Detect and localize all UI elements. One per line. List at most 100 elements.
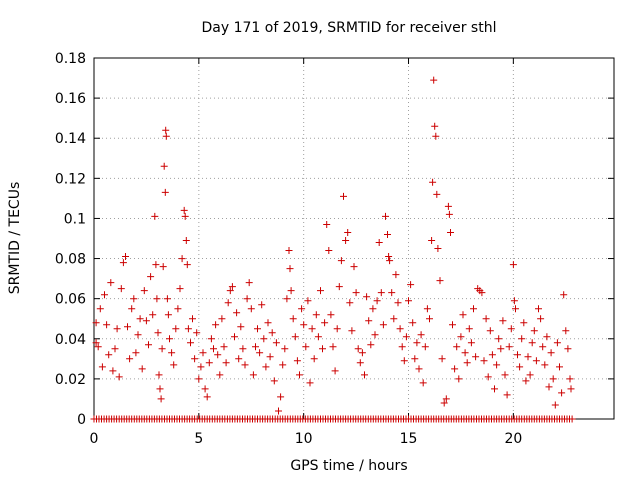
data-point <box>564 345 572 353</box>
data-point <box>463 359 471 367</box>
data-point <box>138 365 146 373</box>
data-point <box>369 305 377 313</box>
data-point <box>199 349 207 357</box>
data-point <box>543 333 551 341</box>
data-point <box>398 343 406 351</box>
data-point <box>472 353 480 361</box>
data-point <box>98 363 106 371</box>
data-point <box>567 385 575 393</box>
data-point <box>545 383 553 391</box>
data-point <box>182 237 190 244</box>
data-point <box>304 297 312 305</box>
data-point <box>262 363 270 371</box>
data-point <box>528 339 536 347</box>
data-point <box>430 76 438 84</box>
data-point <box>445 210 453 218</box>
data-point <box>109 367 117 375</box>
data-point <box>157 395 165 403</box>
data-point <box>107 279 115 287</box>
data-point <box>156 385 164 393</box>
data-point <box>147 273 155 281</box>
data-point <box>268 329 276 337</box>
data-point <box>444 202 452 210</box>
data-point <box>431 122 439 130</box>
data-point <box>482 315 490 323</box>
data-point <box>520 319 528 327</box>
data-point <box>371 331 379 339</box>
data-point <box>216 371 224 379</box>
data-point <box>111 345 119 353</box>
data-point <box>394 299 402 307</box>
data-point <box>432 132 440 140</box>
data-point <box>270 377 278 385</box>
data-point <box>417 331 425 339</box>
data-point <box>210 345 217 353</box>
data-point <box>308 325 316 333</box>
data-point <box>327 311 335 319</box>
data-point <box>170 361 178 369</box>
data-point <box>92 339 100 347</box>
data-point <box>151 212 159 220</box>
data-point <box>447 229 454 236</box>
data-point <box>367 341 375 349</box>
data-point <box>180 206 188 214</box>
data-point <box>183 261 191 269</box>
data-point <box>451 365 459 373</box>
data-point <box>243 295 251 303</box>
data-point <box>314 333 322 341</box>
data-point <box>187 339 194 347</box>
data-point <box>356 359 364 367</box>
data-point <box>153 295 161 303</box>
data-point <box>103 321 111 329</box>
data-point <box>122 253 129 260</box>
data-point <box>342 237 350 244</box>
data-point <box>245 279 253 287</box>
data-point <box>530 327 538 335</box>
data-point <box>426 315 433 323</box>
data-point <box>392 271 400 279</box>
data-point <box>181 212 189 220</box>
data-point <box>556 363 563 371</box>
data-point <box>526 371 534 379</box>
data-point <box>300 321 308 329</box>
data-point <box>325 247 333 254</box>
data-point <box>453 343 461 351</box>
data-point <box>442 395 450 403</box>
data-point <box>524 353 532 361</box>
data-point <box>358 349 366 357</box>
data-point <box>220 343 228 351</box>
data-point <box>166 335 173 343</box>
data-point <box>235 355 243 363</box>
x-axis-label: GPS time / hours <box>290 458 407 474</box>
data-point <box>191 355 199 363</box>
data-point <box>134 331 142 339</box>
data-point <box>352 289 360 297</box>
y-tick-label: 0.06 <box>55 292 86 308</box>
data-point <box>132 349 140 357</box>
data-point <box>386 257 394 265</box>
data-point <box>184 325 192 333</box>
data-point <box>409 319 417 327</box>
data-point <box>164 311 172 319</box>
data-point <box>149 311 157 319</box>
data-point <box>449 321 456 329</box>
data-point <box>254 325 261 333</box>
data-point <box>457 333 465 341</box>
data-point <box>272 339 280 347</box>
data-point <box>400 357 408 365</box>
data-point <box>566 375 574 383</box>
data-point <box>434 245 442 252</box>
data-point <box>501 371 509 379</box>
data-point <box>488 351 496 359</box>
data-point <box>499 317 507 325</box>
data-point <box>321 319 329 327</box>
y-tick-label: 0.12 <box>55 171 86 187</box>
data-point <box>159 263 167 271</box>
data-point <box>461 349 469 357</box>
data-point <box>421 343 429 351</box>
data-point <box>537 315 545 323</box>
data-point <box>142 317 150 325</box>
data-point <box>161 188 169 196</box>
data-point <box>275 407 282 415</box>
data-point <box>145 341 152 349</box>
